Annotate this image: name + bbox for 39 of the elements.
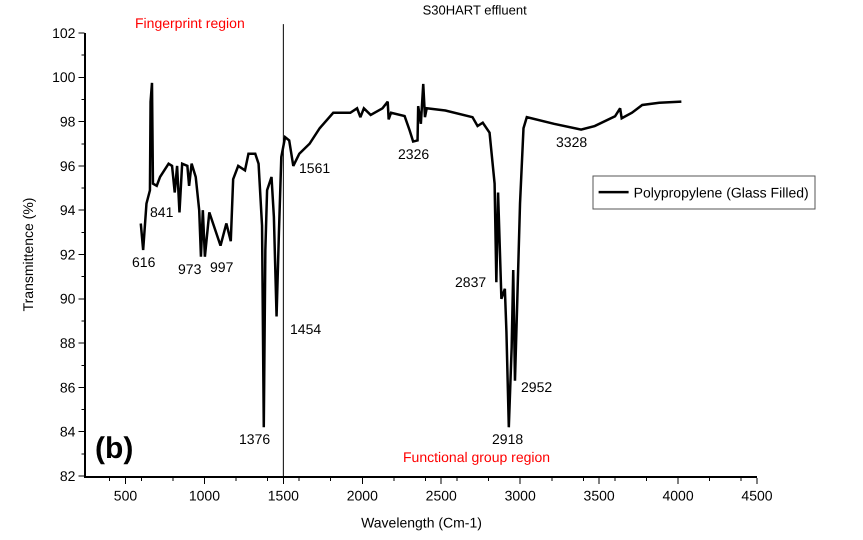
x-tick-label: 3000 (504, 488, 536, 504)
annotation: Functional group region (403, 449, 550, 465)
annotation: 2952 (521, 379, 552, 395)
annotation: 2326 (398, 146, 430, 162)
annotation: 1376 (239, 431, 270, 447)
x-tick-label: 2500 (426, 488, 458, 504)
annotation: 1454 (290, 321, 322, 337)
x-tick-label: 1000 (188, 488, 220, 504)
legend-label: Polypropylene (Glass Filled) (634, 184, 809, 201)
annotation: (b) (95, 432, 134, 465)
y-axis-title: Transmittence (%) (20, 198, 36, 312)
annotation: 1561 (299, 160, 330, 176)
text: Fingerprint region (135, 15, 245, 31)
annotation: 3328 (556, 134, 588, 150)
annotation: 616 (132, 254, 156, 270)
x-tick-label: 500 (114, 488, 138, 504)
x-tick-label: 2000 (346, 488, 378, 504)
y-tick-label: 90 (60, 290, 76, 307)
annotation: 997 (210, 259, 234, 275)
annotation: 841 (150, 204, 174, 220)
x-tick-label: 1500 (268, 488, 300, 504)
y-tick-label: 98 (60, 114, 76, 130)
chart-title: S30HART effluent (422, 2, 528, 18)
x-tick-label: 4000 (662, 488, 694, 504)
x-axis-title: Wavelength (Cm-1) (361, 514, 482, 530)
y-tick-label: 102 (52, 24, 76, 41)
y-tick-label: 82 (60, 468, 76, 484)
x-tick-label: 3500 (584, 488, 615, 504)
y-tick-label: 94 (60, 202, 76, 218)
annotation: 973 (178, 261, 202, 277)
x-tick-label: 4500 (741, 488, 773, 504)
y-tick-label: 84 (60, 424, 76, 440)
y-tick-label: 88 (60, 335, 76, 351)
annotation: 2918 (492, 431, 524, 447)
y-tick-label: 92 (60, 246, 76, 262)
annotation: 2837 (455, 274, 486, 290)
y-tick-label: 86 (60, 379, 76, 396)
y-tick-label: 96 (60, 158, 76, 174)
y-tick-label: 100 (52, 69, 76, 86)
